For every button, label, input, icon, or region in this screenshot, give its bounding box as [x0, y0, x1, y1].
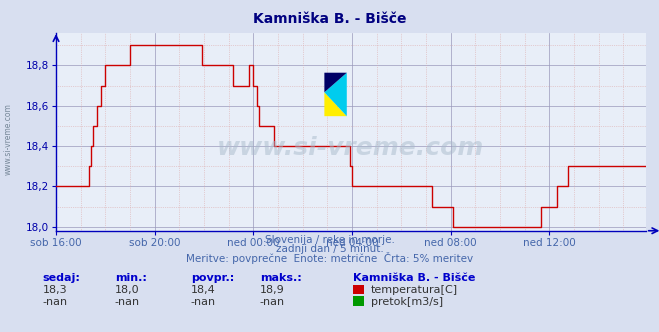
Text: Kamniška B. - Bišče: Kamniška B. - Bišče [353, 273, 475, 283]
Text: Meritve: povprečne  Enote: metrične  Črta: 5% meritev: Meritve: povprečne Enote: metrične Črta:… [186, 252, 473, 264]
Text: -nan: -nan [190, 297, 215, 307]
Text: temperatura[C]: temperatura[C] [371, 285, 458, 295]
Text: Kamniška B. - Bišče: Kamniška B. - Bišče [253, 12, 406, 26]
Text: zadnji dan / 5 minut.: zadnji dan / 5 minut. [275, 244, 384, 254]
Text: 18,0: 18,0 [115, 285, 140, 295]
Text: min.:: min.: [115, 273, 147, 283]
Polygon shape [324, 92, 347, 116]
Polygon shape [324, 73, 347, 92]
Text: www.si-vreme.com: www.si-vreme.com [4, 104, 13, 175]
Polygon shape [324, 73, 347, 116]
Text: sedaj:: sedaj: [43, 273, 80, 283]
Text: povpr.:: povpr.: [191, 273, 235, 283]
Text: -nan: -nan [115, 297, 140, 307]
Text: www.si-vreme.com: www.si-vreme.com [217, 136, 484, 160]
Text: 18,4: 18,4 [190, 285, 215, 295]
Text: -nan: -nan [42, 297, 67, 307]
Text: -nan: -nan [260, 297, 285, 307]
Text: 18,3: 18,3 [42, 285, 67, 295]
Text: maks.:: maks.: [260, 273, 302, 283]
Text: 18,9: 18,9 [260, 285, 285, 295]
Text: pretok[m3/s]: pretok[m3/s] [371, 297, 443, 307]
Text: Slovenija / reke in morje.: Slovenija / reke in morje. [264, 235, 395, 245]
